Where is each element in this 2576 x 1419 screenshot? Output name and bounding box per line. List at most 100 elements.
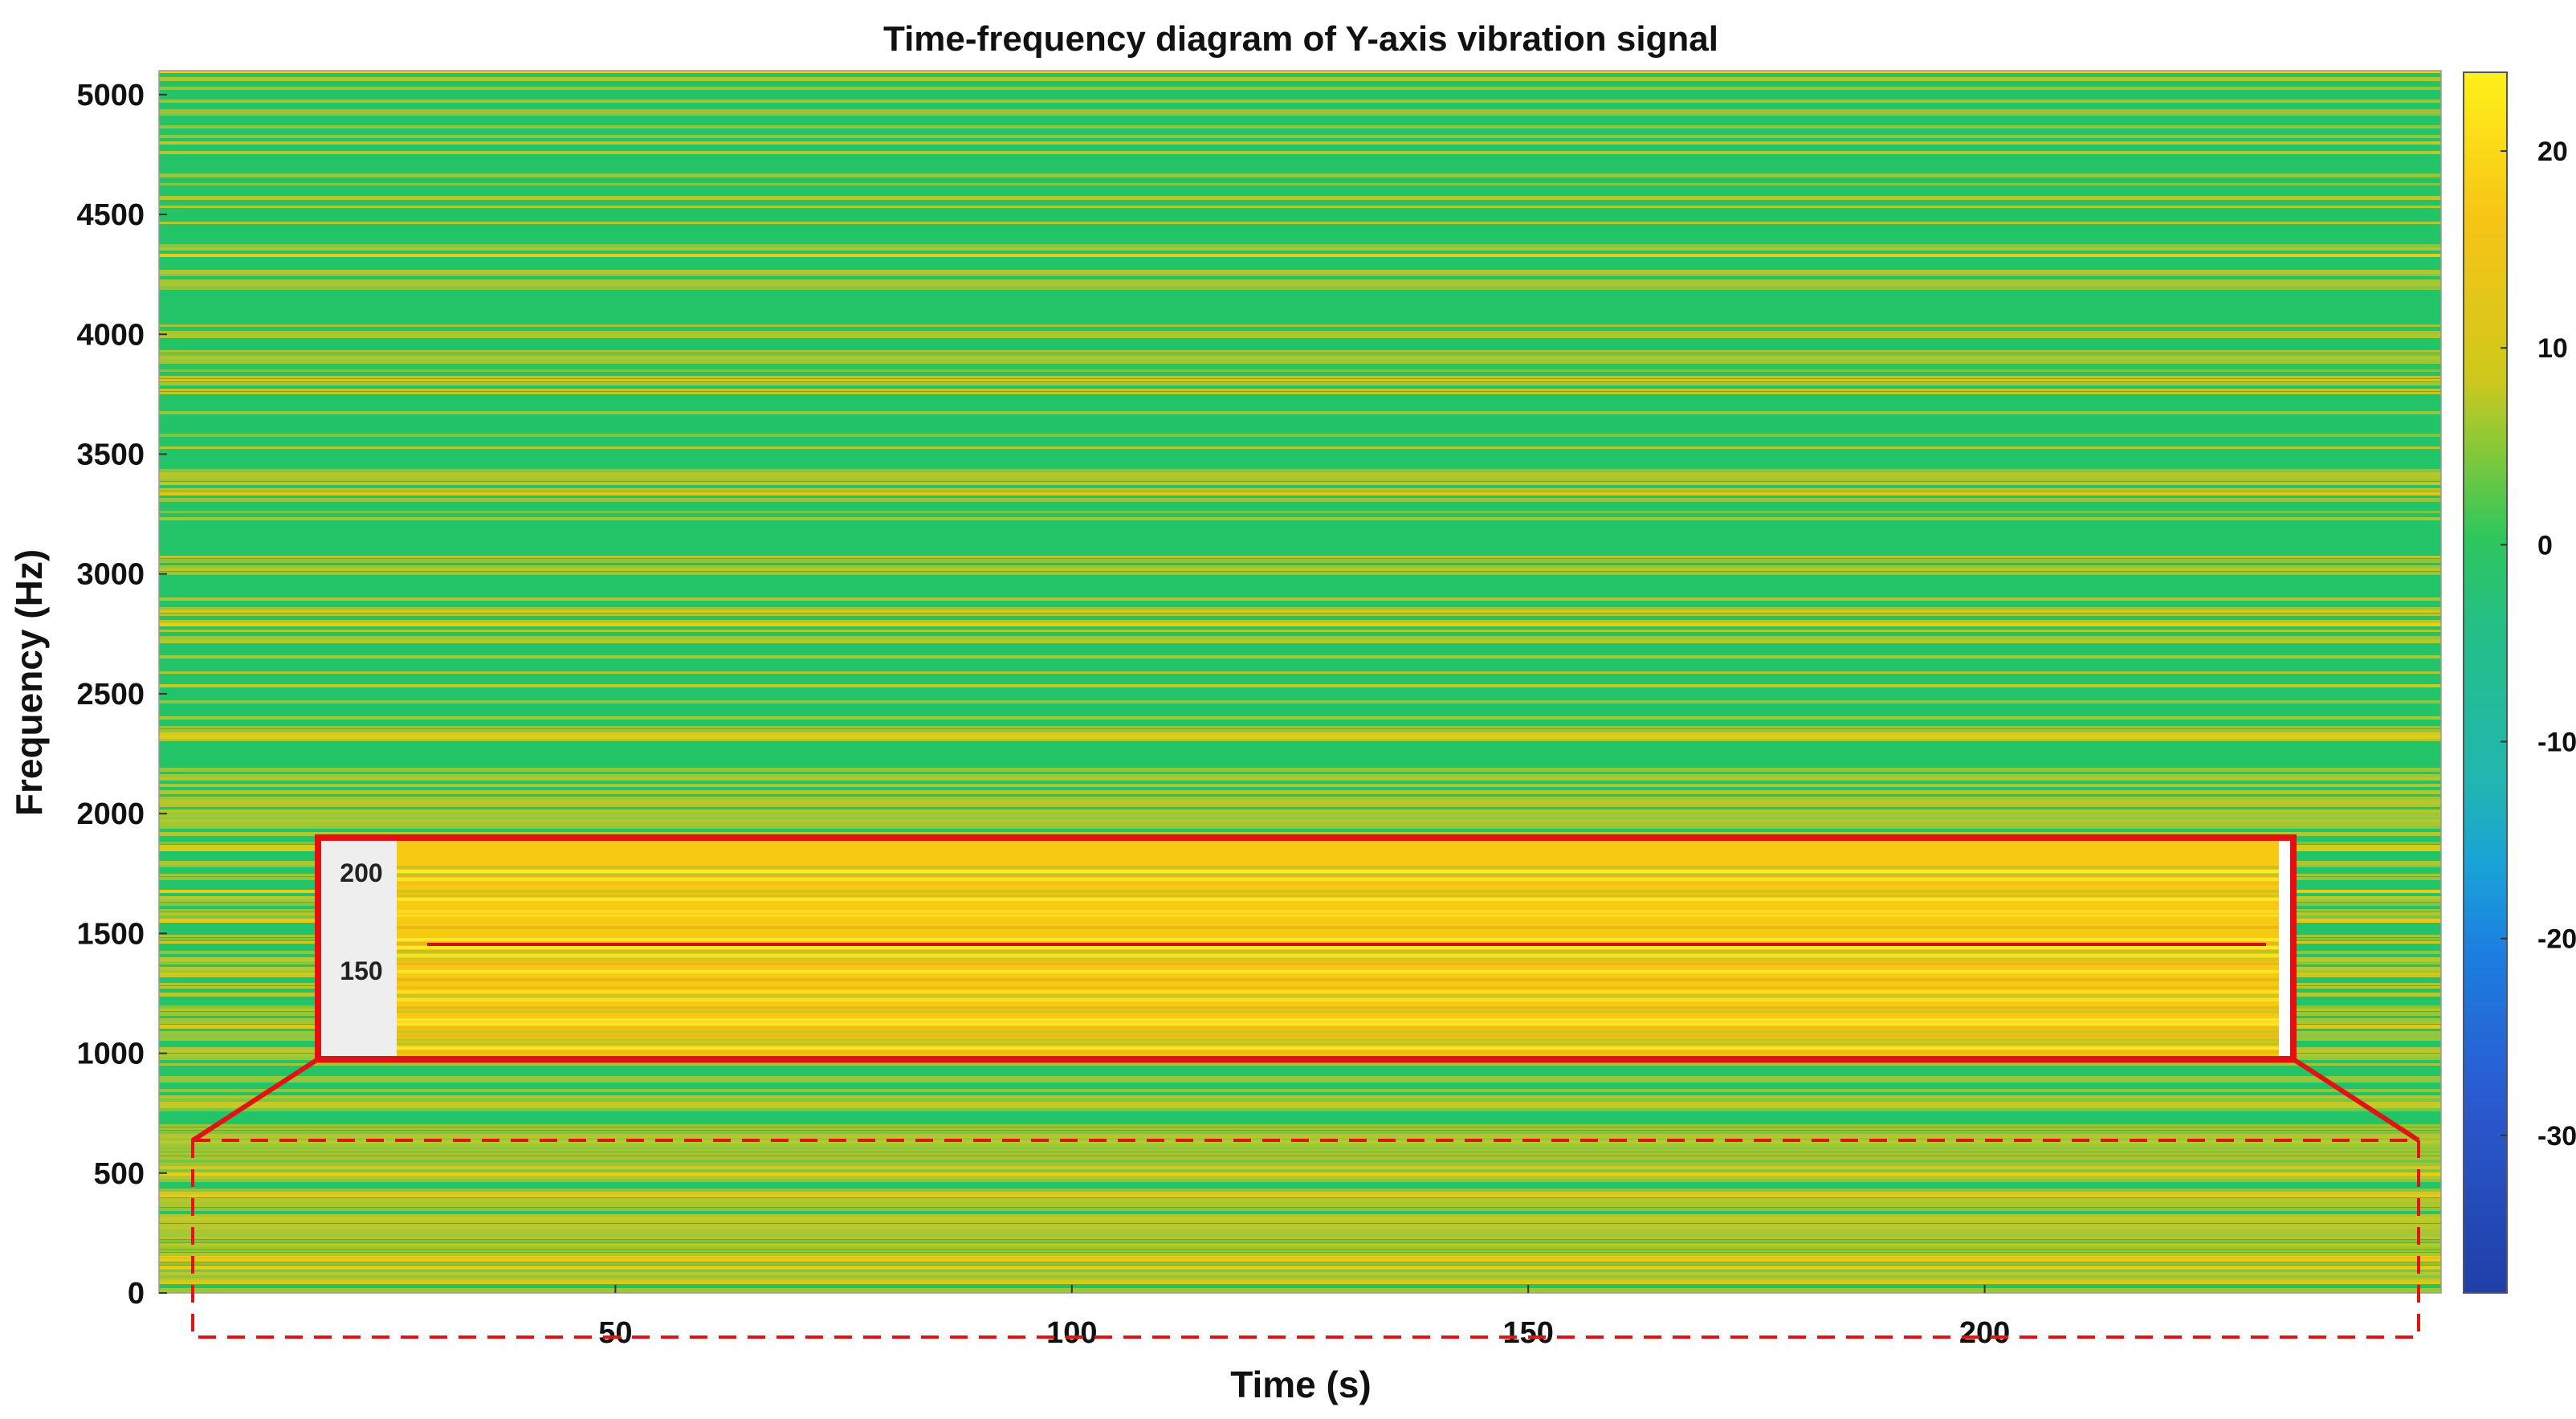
spectral-band (159, 1224, 2441, 1228)
colorbar-frame (2463, 71, 2508, 1294)
spectral-band (159, 324, 2441, 327)
spectral-band (159, 1095, 2441, 1099)
spectral-band (159, 630, 2441, 632)
colorbar-tick-label: 10 (2537, 333, 2568, 364)
spectral-band (159, 1131, 2441, 1135)
colorbar-tick-label: -30 (2537, 1121, 2576, 1152)
inset-band (397, 958, 2279, 961)
spectral-band (159, 1278, 2441, 1282)
inset-band (397, 866, 2279, 869)
spectral-band (159, 1237, 2441, 1239)
spectral-band (159, 369, 2441, 372)
inset-band (397, 1050, 2279, 1054)
inset-band (397, 962, 2279, 965)
spectral-band (159, 1150, 2441, 1154)
spectral-band (159, 1147, 2441, 1151)
spectral-band (159, 1163, 2441, 1166)
spectral-band (159, 1099, 2441, 1102)
spectral-band (159, 1179, 2441, 1182)
spectral-band (159, 1156, 2441, 1160)
inset-band (397, 1018, 2279, 1021)
spectral-band (159, 1288, 2441, 1291)
spectral-band (159, 1217, 2441, 1221)
spectral-band (159, 472, 2441, 476)
spectral-band (159, 434, 2441, 437)
spectral-band (159, 1166, 2441, 1169)
spectral-band (159, 77, 2441, 81)
spectral-band (159, 446, 2441, 449)
spectral-band (159, 1127, 2441, 1130)
y-tick-label: 2500 (76, 678, 145, 712)
x-tick-label: 100 (1046, 1316, 1097, 1350)
inset-band (397, 950, 2279, 953)
inset-band (397, 878, 2279, 881)
plot-frame (158, 70, 2442, 1294)
inset-band (397, 882, 2279, 885)
spectral-band (159, 1256, 2441, 1259)
spectral-band (159, 671, 2441, 674)
spectral-band (159, 1282, 2441, 1284)
spectral-band (159, 739, 2441, 741)
colorbar-tick-label: -20 (2537, 924, 2576, 955)
zoom-inset: 200 150 (315, 834, 2297, 1062)
spectral-band (159, 173, 2441, 177)
spectral-band (159, 517, 2441, 520)
spectral-band (159, 1192, 2441, 1195)
spectral-band (159, 254, 2441, 257)
spectral-band (159, 610, 2441, 613)
spectral-band (159, 1134, 2441, 1138)
inset-band (397, 1046, 2279, 1050)
spectral-band (159, 1253, 2441, 1257)
spectral-band (159, 334, 2441, 338)
spectral-band (159, 774, 2441, 778)
spectral-band (159, 1144, 2441, 1147)
spectral-band (159, 196, 2441, 200)
y-tick-label: 5000 (76, 79, 145, 112)
chart-title: Time-frequency diagram of Y-axis vibrati… (883, 19, 1718, 59)
spectral-band (159, 569, 2441, 571)
spectral-band (159, 729, 2441, 732)
y-tick-label: 3000 (76, 558, 145, 592)
spectral-band (159, 1262, 2441, 1265)
inset-band (397, 914, 2279, 917)
spectral-band (159, 475, 2441, 479)
spectral-band (159, 488, 2441, 491)
spectral-band (159, 350, 2441, 353)
spectral-band (159, 1063, 2441, 1066)
spectral-band (159, 559, 2441, 563)
spectral-band (159, 1227, 2441, 1230)
spectral-band (159, 1198, 2441, 1202)
spectral-band (159, 109, 2441, 113)
spectral-band (159, 790, 2441, 794)
spectral-band (159, 1250, 2441, 1252)
spectral-band (159, 1272, 2441, 1275)
inset-axis-background (318, 838, 397, 1059)
inset-band (397, 986, 2279, 989)
spectral-band (159, 331, 2441, 334)
spectral-band (159, 572, 2441, 575)
spectral-band (159, 1124, 2441, 1127)
spectral-band (159, 1221, 2441, 1223)
inset-tick-label: 150 (340, 956, 382, 985)
spectral-band (159, 816, 2441, 819)
spectral-band (159, 716, 2441, 720)
y-tick-label: 500 (94, 1157, 145, 1191)
inset-band (397, 1026, 2279, 1030)
spectral-band (159, 357, 2441, 360)
spectral-band (159, 286, 2441, 290)
spectral-band (159, 726, 2441, 728)
inset-band (397, 1006, 2279, 1009)
spectral-band (159, 1233, 2441, 1237)
spectral-band (159, 1105, 2441, 1108)
inset-band (397, 954, 2279, 957)
spectral-band (159, 636, 2441, 639)
spectral-band (159, 1246, 2441, 1249)
colorbar-tick-label: -10 (2537, 728, 2576, 758)
colorbar: 20 10 0 -10 -20 -30 (2463, 71, 2576, 1294)
x-tick-label: 50 (598, 1316, 632, 1350)
y-tick-label: 1000 (76, 1038, 145, 1071)
spectral-band (159, 389, 2441, 391)
y-tick-label: 4000 (76, 318, 145, 352)
spectral-band (159, 623, 2441, 626)
